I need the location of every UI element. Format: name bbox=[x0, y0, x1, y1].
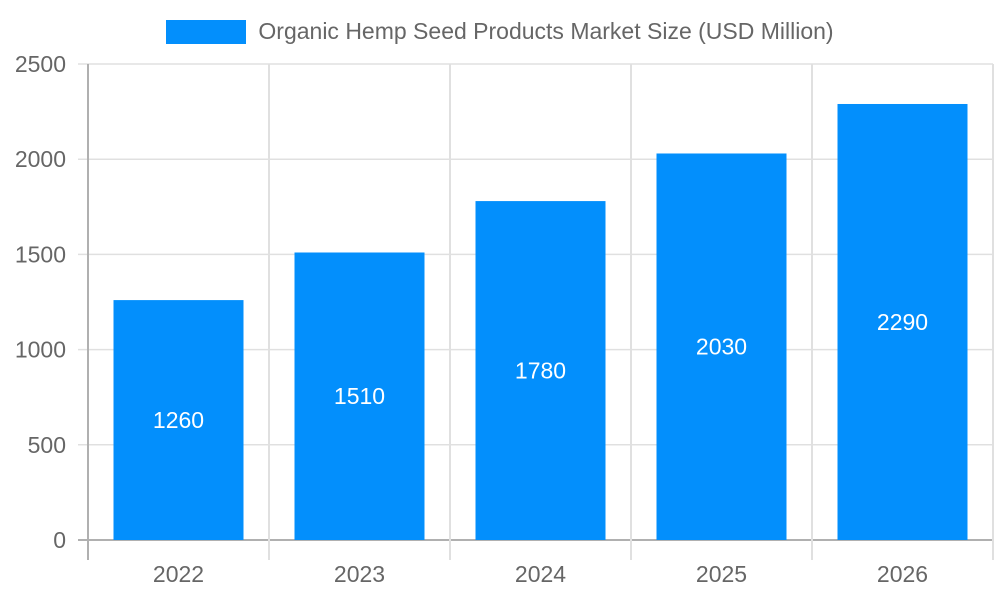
y-tick-label: 2500 bbox=[15, 51, 66, 77]
bar-value-label: 1510 bbox=[334, 383, 385, 409]
legend-swatch bbox=[166, 19, 247, 44]
y-tick-label: 1500 bbox=[15, 241, 66, 267]
y-tick-label: 1000 bbox=[15, 337, 66, 363]
bar[interactable] bbox=[837, 103, 968, 540]
bar-value-label: 2290 bbox=[877, 309, 928, 335]
chart-legend: Organic Hemp Seed Products Market Size (… bbox=[0, 18, 1000, 48]
bar[interactable] bbox=[113, 300, 244, 540]
y-tick-label: 0 bbox=[53, 527, 66, 553]
x-tick-label: 2024 bbox=[515, 561, 566, 587]
bar-value-label: 1260 bbox=[153, 407, 204, 433]
bar-value-label: 1780 bbox=[515, 358, 566, 384]
x-tick-label: 2025 bbox=[696, 561, 747, 587]
x-tick-label: 2023 bbox=[334, 561, 385, 587]
y-tick-label: 500 bbox=[28, 432, 66, 458]
y-tick-label: 2000 bbox=[15, 146, 66, 172]
x-tick-label: 2026 bbox=[877, 561, 928, 587]
x-tick-label: 2022 bbox=[153, 561, 204, 587]
bar[interactable] bbox=[475, 201, 606, 540]
legend-label: Organic Hemp Seed Products Market Size (… bbox=[258, 18, 834, 44]
bar[interactable] bbox=[656, 153, 787, 540]
bar[interactable] bbox=[294, 252, 425, 540]
bar-value-label: 2030 bbox=[696, 334, 747, 360]
legend-item[interactable]: Organic Hemp Seed Products Market Size (… bbox=[166, 18, 834, 45]
